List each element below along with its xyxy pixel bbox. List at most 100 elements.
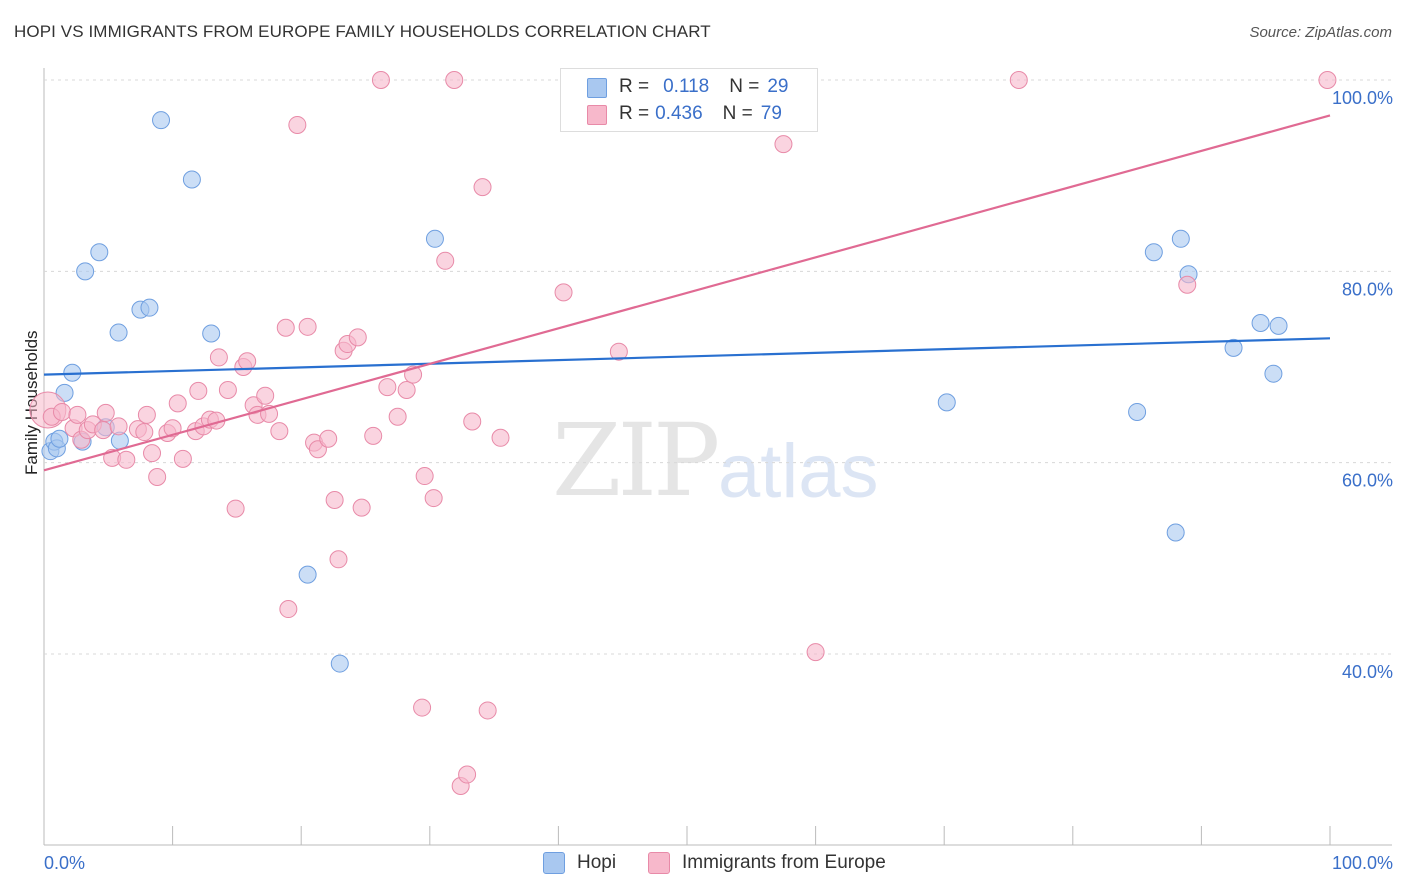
europe-point-11 [109,417,128,436]
europe-point-31 [238,352,257,371]
hopi-swatch-icon [587,78,607,98]
europe-n-label: N = [722,103,753,124]
europe-point-65 [478,701,497,720]
hopi-point-17 [298,565,317,584]
europe-point-76 [1318,71,1337,89]
europe-legend-icon [648,852,670,874]
europe-point-23 [189,381,208,400]
legend-row-hopi: R = 0.118 N = 29 [587,75,789,99]
hopi-legend-icon [543,852,565,874]
x-tick-label-start: 0.0% [44,853,85,873]
hopi-point-16 [202,324,221,343]
europe-point-4 [68,405,87,424]
hopi-point-26 [1171,229,1190,248]
europe-point-48 [348,328,367,347]
europe-point-9 [96,403,115,422]
series-legend: Hopi Immigrants from Europe [0,852,1406,876]
europe-point-75 [1178,275,1197,294]
europe-n-value: 79 [760,103,782,124]
hopi-point-14 [152,111,171,130]
hopi-n-label: N = [729,76,760,97]
hopi-point-22 [937,393,956,412]
watermark-atlas: atlas [718,429,879,514]
hopi-point-15 [182,170,201,189]
europe-point-17 [148,468,167,487]
europe-point-8 [94,421,113,440]
europe-point-38 [279,600,298,619]
europe-point-57 [415,467,434,486]
europe-point-21 [173,449,192,468]
hopi-point-31 [1269,316,1288,335]
europe-point-39 [288,115,307,134]
hopi-point-25 [1144,243,1163,262]
europe-point-64 [473,178,492,197]
europe-point-36 [270,422,289,441]
legend-item-hopi: Hopi [543,852,616,874]
europe-point-12 [117,450,136,469]
hopi-point-23 [1166,523,1185,542]
europe-swatch-icon [587,105,607,125]
europe-point-69 [609,342,628,361]
europe-point-15 [137,405,156,424]
europe-point-73 [806,643,825,662]
legend-europe-label: Immigrants from Europe [682,852,886,873]
hopi-point-7 [76,262,95,281]
correlation-legend: R = 0.118 N = 29 R = 0.436 N = 79 [560,68,818,132]
europe-point-20 [168,394,187,413]
y-tick-label-100: 100.0% [1332,88,1393,108]
hopi-point-18 [330,654,349,673]
europe-point-72 [774,135,793,154]
europe-point-50 [364,426,383,445]
europe-point-37 [276,318,295,337]
europe-point-58 [424,489,443,508]
europe-point-29 [226,499,245,518]
hopi-trend-line [43,337,1331,376]
hopi-point-30 [1264,364,1283,383]
europe-point-44 [325,490,344,509]
hopi-point-29 [1251,313,1270,332]
europe-point-51 [371,71,390,89]
europe-point-74 [1009,71,1028,89]
europe-point-16 [143,444,162,463]
europe-point-19 [163,419,182,438]
x-tick-label-end: 100.0% [1332,853,1393,873]
europe-point-63 [463,412,482,431]
y-tick-label-40: 40.0% [1342,662,1393,682]
hopi-point-19 [425,229,444,248]
europe-point-40 [298,317,317,336]
hopi-point-8 [90,243,109,262]
source-label: Source: ZipAtlas.com [1249,24,1392,41]
europe-point-59 [436,251,455,270]
hopi-point-3 [50,429,69,448]
hopi-n-value: 29 [767,76,789,97]
europe-point-67 [554,283,573,302]
europe-point-62 [458,765,477,784]
watermark-zip: ZIP [552,402,720,519]
europe-point-49 [352,498,371,517]
y-tick-label-80: 80.0% [1342,279,1393,299]
europe-point-28 [218,380,237,399]
europe-point-56 [413,698,432,717]
europe-trend-line [43,114,1331,472]
hopi-point-24 [1128,402,1147,421]
europe-point-14 [135,423,154,442]
europe-point-53 [388,407,407,426]
legend-row-europe: R = 0.436 N = 79 [587,102,782,126]
europe-point-43 [319,429,338,448]
europe-point-45 [329,550,348,569]
hopi-point-10 [109,323,128,342]
legend-hopi-label: Hopi [577,852,617,873]
europe-point-27 [209,348,228,367]
europe-r-label: R = [619,103,650,124]
europe-point-52 [378,378,397,397]
hopi-r-label: R = [619,76,650,97]
europe-point-34 [256,386,275,405]
legend-item-europe: Immigrants from Europe [648,852,886,874]
y-tick-label-60: 60.0% [1342,471,1393,491]
europe-r-value: 0.436 [655,103,703,124]
europe-point-66 [491,428,510,447]
europe-point-2 [53,402,72,421]
europe-point-60 [445,71,464,89]
europe-point-54 [397,380,416,399]
